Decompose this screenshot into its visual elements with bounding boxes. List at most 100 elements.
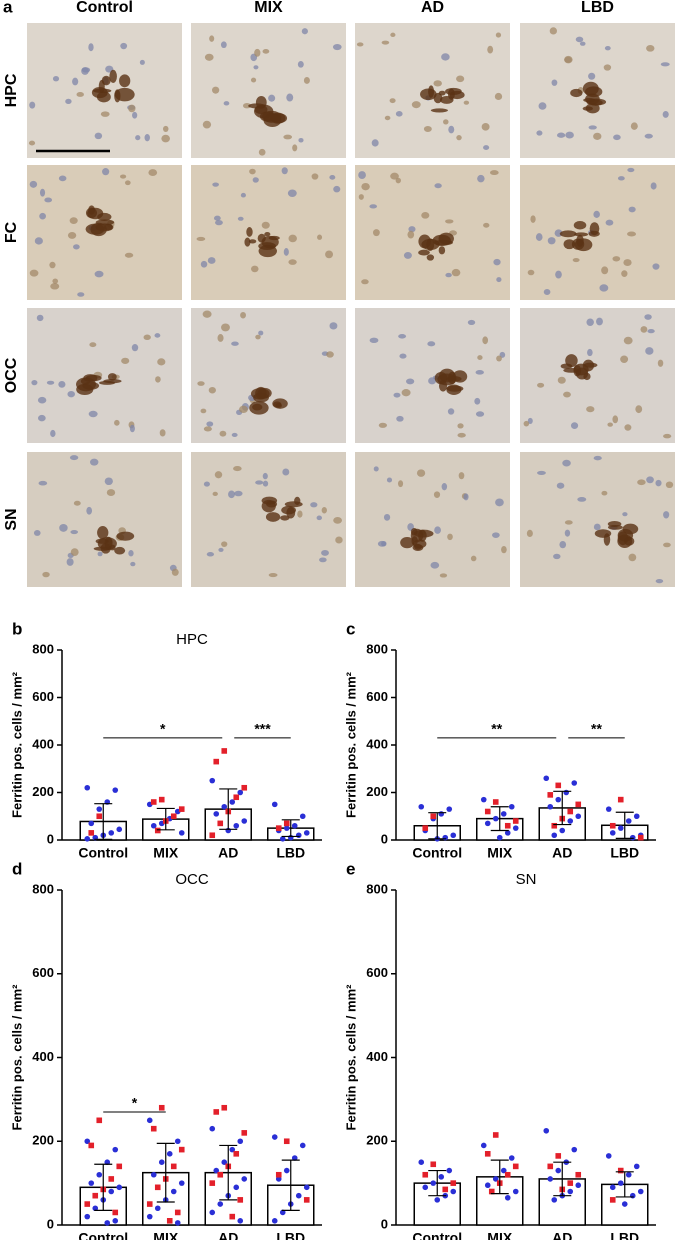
nucleus [286, 93, 294, 102]
data-point [295, 832, 302, 839]
error-bar [281, 1159, 300, 1211]
ferritin-cell [617, 531, 629, 546]
nucleus [494, 92, 503, 101]
nucleus [249, 168, 256, 175]
micrograph [520, 452, 675, 587]
nucleus [154, 333, 161, 338]
nucleus [501, 545, 507, 554]
ferritin-cell [244, 237, 251, 247]
micrograph [191, 308, 346, 443]
data-point [484, 1151, 491, 1157]
ferritin-cell [418, 234, 431, 249]
nucleus [258, 148, 266, 156]
y-tick-label: 200 [366, 1133, 388, 1148]
nucleus [333, 185, 341, 193]
data-point [146, 1213, 153, 1220]
nucleus [120, 174, 127, 179]
data-point [178, 806, 185, 812]
nucleus [423, 125, 432, 133]
ferritin-cell [574, 232, 589, 237]
nucleus [253, 65, 259, 70]
data-point [492, 1132, 499, 1138]
ferritin-cell [438, 380, 448, 392]
nucleus [242, 103, 251, 109]
data-point [158, 1159, 165, 1165]
data-point [271, 1134, 278, 1140]
data-point [233, 822, 240, 829]
nucleus [562, 459, 571, 467]
micrograph-bg [520, 452, 675, 587]
data-point [241, 818, 248, 824]
data-point [450, 1180, 457, 1186]
nucleus [635, 405, 643, 414]
data-point [295, 1192, 302, 1199]
nucleus [39, 188, 46, 197]
chart-title: HPC [176, 631, 208, 648]
data-point [84, 1201, 91, 1207]
nucleus [395, 111, 403, 117]
panel-label: b [12, 619, 22, 638]
data-point [480, 1142, 487, 1149]
nucleus [104, 477, 113, 486]
nucleus [622, 512, 628, 517]
nucleus [29, 180, 38, 188]
data-point [629, 1192, 636, 1199]
nucleus [325, 250, 333, 259]
significance-label: * [132, 1095, 138, 1111]
nucleus [564, 529, 571, 537]
nucleus [58, 380, 66, 388]
nucleus [451, 268, 461, 277]
error-bar [490, 1159, 509, 1195]
data-point [567, 1188, 574, 1195]
nucleus [254, 48, 261, 57]
nucleus [268, 572, 278, 578]
x-tick-label: Control [412, 1230, 462, 1240]
data-point [217, 820, 224, 827]
y-tick-label: 600 [366, 689, 388, 704]
data-point [303, 1184, 310, 1191]
x-tick-label: MIX [487, 1230, 513, 1240]
x-tick-label: LBD [610, 845, 639, 861]
nucleus [434, 526, 441, 534]
data-point [150, 822, 157, 829]
nucleus [358, 171, 366, 180]
nucleus [588, 72, 596, 80]
nucleus [559, 540, 567, 549]
data-point [96, 806, 103, 812]
nucleus [601, 490, 608, 496]
data-point [512, 1188, 519, 1195]
nucleus [81, 67, 89, 75]
nucleus [208, 386, 216, 394]
nucleus [124, 252, 134, 258]
ferritin-cell [119, 74, 131, 88]
nucleus [255, 480, 264, 485]
nucleus [607, 422, 613, 427]
y-tick-label: 200 [32, 1133, 54, 1148]
nucleus [458, 472, 465, 480]
ferritin-cell [264, 231, 271, 237]
ferritin-cell [109, 69, 117, 83]
data-point [617, 796, 624, 803]
significance-label: ** [491, 721, 502, 737]
nucleus [329, 322, 338, 330]
data-point [504, 1171, 511, 1178]
data-point [108, 1188, 115, 1195]
data-point [629, 834, 636, 841]
x-tick-label: AD [218, 845, 238, 861]
nucleus [408, 226, 416, 233]
nucleus [663, 433, 672, 439]
nucleus [70, 548, 79, 556]
y-tick-label: 600 [32, 965, 54, 980]
data-point [237, 1138, 244, 1145]
nucleus [373, 229, 380, 237]
chart-title: SN [516, 871, 537, 888]
nucleus [556, 482, 565, 489]
data-point [209, 1209, 216, 1216]
data-point [484, 1182, 491, 1189]
nucleus [88, 410, 98, 418]
error-bar [553, 790, 572, 826]
data-point [299, 1142, 306, 1149]
column-header: MIX [254, 0, 283, 16]
data-point [418, 1159, 425, 1165]
nucleus [317, 234, 323, 240]
